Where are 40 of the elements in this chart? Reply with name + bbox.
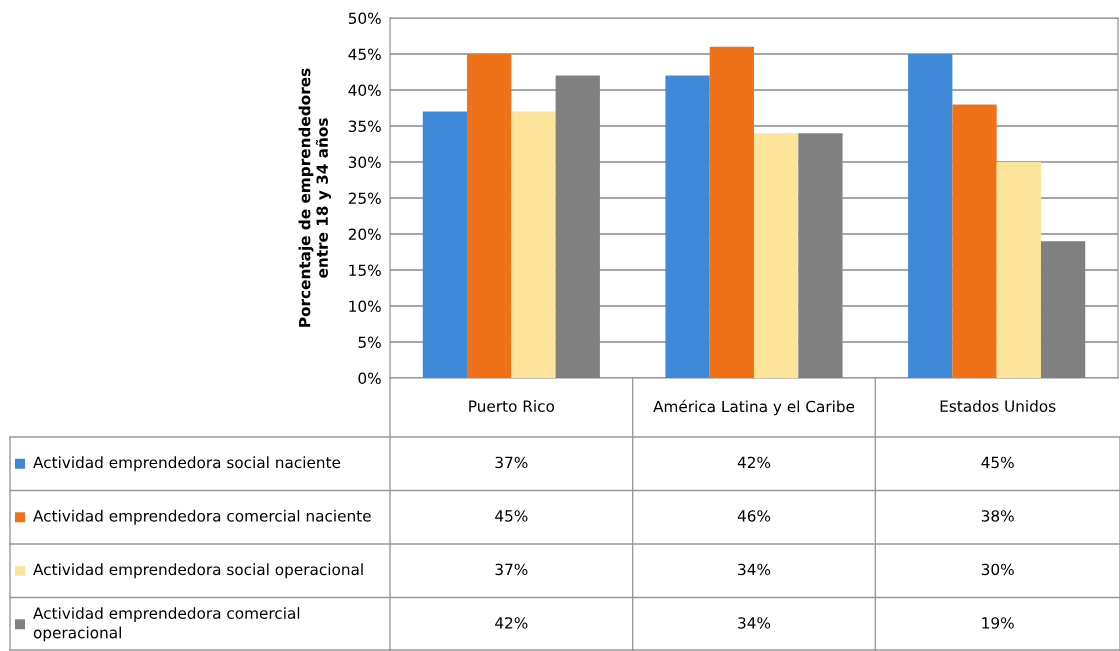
legend-label: Actividad emprendedora social operacional xyxy=(33,563,363,579)
y-tick-label: 15% xyxy=(349,264,381,277)
y-tick-label: 20% xyxy=(348,228,381,241)
data-label: 37% xyxy=(495,456,528,469)
data-label: 45% xyxy=(495,510,528,522)
y-axis-title: Porcentaje de emprendedores entre 18 y 34 años xyxy=(298,68,332,327)
data-label: 30% xyxy=(981,563,1014,576)
bar xyxy=(952,104,997,378)
bar xyxy=(709,46,754,378)
y-tick-label: 45% xyxy=(348,48,381,61)
y-tick-label: 25% xyxy=(348,192,381,205)
bar xyxy=(908,54,953,378)
data-label: 42% xyxy=(737,456,771,469)
data-label: 45% xyxy=(981,456,1014,469)
data-label: 42% xyxy=(495,617,528,629)
y-tick-label: 5% xyxy=(358,336,381,349)
y-tick-label: 0% xyxy=(358,372,381,385)
data-label: 34% xyxy=(738,617,771,629)
data-label: 19% xyxy=(982,617,1014,629)
y-tick-label: 10% xyxy=(349,300,381,313)
legend-label: Actividad emprendedora comercial naciente xyxy=(33,509,371,525)
y-tick-label: 50% xyxy=(348,12,381,25)
x-tick-label: Puerto Rico xyxy=(469,400,555,412)
bar xyxy=(754,133,799,378)
data-label: 46% xyxy=(737,510,771,522)
data-label: 38% xyxy=(981,510,1014,522)
y-tick-label: 40% xyxy=(348,84,381,97)
y-tick-label: 30% xyxy=(348,156,381,169)
bar xyxy=(422,111,468,378)
legend-label: Actividad emprendedora social naciente xyxy=(33,456,341,472)
legend-label: Actividad emprendedora comercial operacional xyxy=(33,607,300,642)
x-tick-label: América Latina y el Caribe xyxy=(653,399,855,416)
bar xyxy=(511,111,556,378)
data-label: 34% xyxy=(738,563,771,576)
data-label: 37% xyxy=(495,563,528,576)
bar xyxy=(996,162,1041,378)
bar xyxy=(467,54,512,378)
y-tick-label: 35% xyxy=(348,120,381,133)
bar xyxy=(665,75,710,378)
x-tick-label: Estados Unidos xyxy=(940,400,1056,412)
